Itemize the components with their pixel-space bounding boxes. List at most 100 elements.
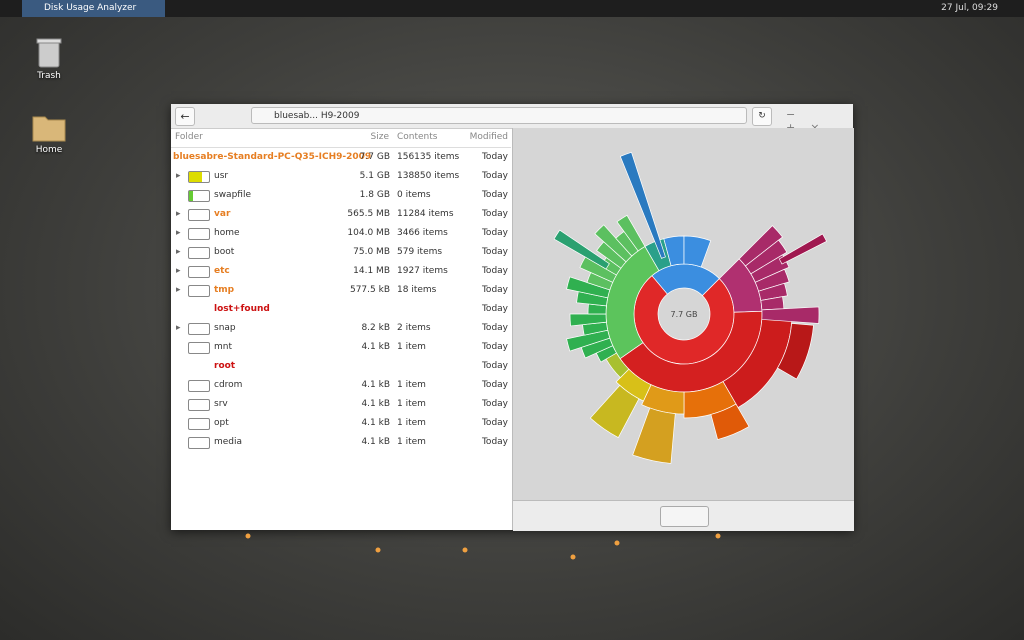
folder-name: srv: [214, 399, 228, 409]
folder-name: tmp: [214, 285, 235, 295]
contents: 1 item: [397, 418, 426, 428]
expander: ▸: [176, 209, 181, 219]
contents: 1 item: [397, 380, 426, 390]
usage-bar: [188, 285, 210, 297]
decoration: [245, 533, 721, 560]
icon-label: Home: [35, 145, 63, 155]
modified: Today: [481, 285, 508, 295]
folder-name: opt: [214, 418, 229, 428]
folder-name: etc: [214, 266, 230, 276]
clock: 27 Jul, 09:29: [941, 3, 998, 13]
usage-bar: [188, 418, 210, 430]
usage-fill: [189, 191, 193, 201]
modified: Today: [481, 152, 508, 162]
folder-name: snap: [214, 323, 236, 333]
usage-fill: [189, 172, 202, 182]
size: 4.1 kB: [361, 437, 390, 447]
expander: ▸: [176, 266, 181, 276]
folder-name: cdrom: [214, 380, 243, 390]
sunburst-segment[interactable]: [616, 214, 646, 252]
folder-name: lost+found: [214, 304, 270, 314]
modified: Today: [481, 342, 508, 352]
modified: Today: [481, 304, 508, 314]
refresh-button[interactable]: ↻: [752, 107, 772, 126]
contents: 18 items: [397, 285, 437, 295]
home-icon[interactable]: Home: [19, 112, 79, 155]
folder-name: var: [214, 209, 231, 219]
contents: 1 item: [397, 399, 426, 409]
icon: [32, 116, 66, 142]
taskbar-button[interactable]: Disk Usage Analyzer: [22, 0, 165, 17]
folder-name: boot: [214, 247, 235, 257]
sunburst-segment[interactable]: [589, 384, 640, 439]
expander: ▸: [176, 285, 181, 295]
modified: Today: [481, 171, 508, 181]
size: 4.1 kB: [361, 418, 390, 428]
column-header: Size: [370, 132, 389, 142]
column-header: Contents: [397, 132, 438, 142]
sunburst-segment[interactable]: [778, 233, 828, 265]
sunburst-segment[interactable]: [619, 151, 666, 259]
sunburst-segment[interactable]: [777, 323, 814, 380]
center: [659, 289, 709, 339]
contents: 11284 items: [397, 209, 454, 219]
modified: Today: [481, 399, 508, 409]
window: ← bluesab... H9-2009 ↻ −+× Folder Size Con…: [171, 104, 854, 531]
size: 565.5 MB: [347, 209, 390, 219]
contents: 1 item: [397, 437, 426, 447]
icon-label: Trash: [37, 71, 61, 81]
usage-bar: [188, 323, 210, 335]
sunburst-segment[interactable]: [553, 229, 610, 270]
modified: Today: [481, 247, 508, 257]
usage-bar: [188, 209, 210, 221]
contents: 156135 items: [397, 152, 460, 162]
size: 1.8 GB: [359, 190, 390, 200]
folder-list: Folder Size Contents Modified bluesabre-Sta…: [171, 128, 511, 530]
modified: Today: [481, 323, 508, 333]
usage-bar: [188, 380, 210, 392]
usage-bar: [188, 399, 210, 411]
size: 104.0 MB: [347, 228, 390, 238]
back-button[interactable]: ←: [175, 107, 195, 126]
expander: ▸: [176, 228, 181, 238]
toolbar: ← bluesab... H9-2009 ↻ −+×: [171, 104, 853, 134]
contents: 3466 items: [397, 228, 448, 238]
modified: Today: [481, 190, 508, 200]
expander: ▸: [176, 247, 181, 257]
view-switcher: [513, 500, 854, 531]
folder-name: root: [214, 361, 236, 371]
location-bar[interactable]: bluesab... H9-2009: [251, 107, 747, 124]
usage-bar: [188, 228, 210, 240]
folder-name: media: [214, 437, 243, 447]
sunburst-segment[interactable]: [683, 235, 712, 268]
contents: 1 item: [397, 342, 426, 352]
chart-pane: 7.7 GB: [512, 128, 854, 531]
list-header: Folder Size Contents Modified: [171, 128, 511, 148]
top-panel: Disk Usage Analyzer 27 Jul, 09:29: [0, 0, 1024, 17]
contents: 0 items: [397, 190, 431, 200]
folder-name: usr: [214, 171, 229, 181]
folder-name: home: [214, 228, 240, 238]
center-label: 7.7 GB: [671, 310, 698, 319]
usage-bar: [188, 171, 210, 183]
icon: [36, 38, 62, 68]
size: 577.5 kB: [349, 285, 390, 295]
usage-bar: [188, 266, 210, 278]
size: 4.1 kB: [361, 342, 390, 352]
column-header: Modified: [469, 132, 508, 142]
sunburst-segment[interactable]: [761, 306, 820, 324]
modified: Today: [481, 209, 508, 219]
sunburst-segment[interactable]: [710, 403, 750, 440]
trash-icon[interactable]: Trash: [19, 36, 79, 81]
sunburst: 7.7 GB: [553, 151, 828, 464]
contents: 1927 items: [397, 266, 448, 276]
modified: Today: [481, 266, 508, 276]
sunburst-segment[interactable]: [632, 407, 676, 464]
view-buttons[interactable]: [660, 506, 709, 527]
expander: ▸: [176, 171, 181, 181]
size: 75.0 MB: [353, 247, 390, 257]
size: 14.1 MB: [353, 266, 390, 276]
column-header: Folder: [175, 132, 203, 142]
folder-name: mnt: [214, 342, 232, 352]
contents: 579 items: [397, 247, 443, 257]
